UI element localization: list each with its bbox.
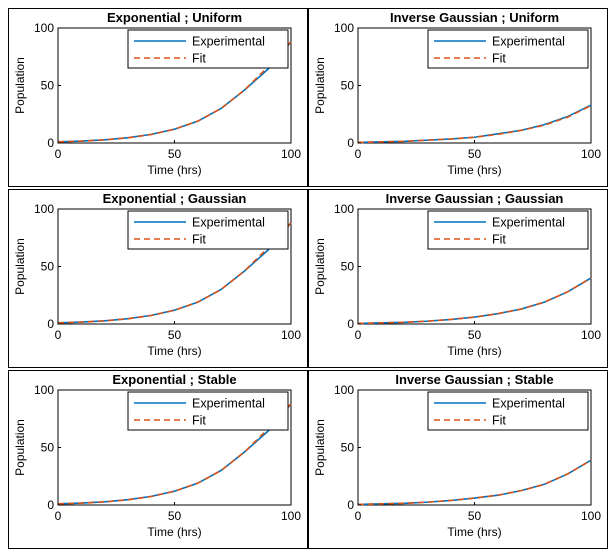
legend: Experimental Fit <box>427 210 589 250</box>
y-tick-label: 100 <box>334 202 354 216</box>
y-tick-label: 0 <box>347 136 354 150</box>
y-tick-label: 100 <box>34 383 54 397</box>
x-axis-label: Time (hrs) <box>147 163 201 177</box>
legend-label-experimental: Experimental <box>492 216 565 230</box>
y-tick-label: 0 <box>47 498 54 512</box>
series-line-experimental <box>357 277 592 325</box>
y-tick-label: 0 <box>347 317 354 331</box>
series-line-experimental <box>57 222 292 324</box>
y-axis-label: Population <box>13 238 27 295</box>
legend: Experimental Fit <box>127 210 289 250</box>
legend-label-fit: Fit <box>492 414 506 428</box>
y-tick-label: 50 <box>41 79 55 93</box>
series-line-fit <box>357 104 592 144</box>
x-axis-label: Time (hrs) <box>447 525 501 539</box>
chart-panel-4: Inverse Gaussian ; Gaussian 0 50 100 0 50 100 T… <box>308 189 608 368</box>
x-tick-label: 100 <box>581 328 601 342</box>
x-tick-label: 100 <box>281 328 301 342</box>
legend-label-fit: Fit <box>192 52 206 66</box>
legend-label-fit: Fit <box>492 52 506 66</box>
legend-box <box>127 29 289 69</box>
chart-title: Inverse Gaussian ; Gaussian <box>386 191 564 206</box>
x-axis-label: Time (hrs) <box>447 344 501 358</box>
x-axis-label: Time (hrs) <box>147 525 201 539</box>
chart-title: Exponential ; Uniform <box>107 10 242 25</box>
x-tick-label: 50 <box>168 147 182 161</box>
x-axis-label: Time (hrs) <box>147 344 201 358</box>
chart-title: Inverse Gaussian ; Stable <box>395 372 553 387</box>
x-tick-label: 50 <box>468 509 482 523</box>
legend-label-experimental: Experimental <box>192 35 265 49</box>
y-axis-label: Population <box>313 238 327 295</box>
legend: Experimental Fit <box>127 29 289 69</box>
x-tick-label: 100 <box>581 509 601 523</box>
x-tick-label: 50 <box>468 147 482 161</box>
y-axis-label: Population <box>13 57 27 114</box>
x-tick-label: 0 <box>55 509 62 523</box>
series-line-experimental <box>357 459 592 506</box>
chart-panel-3: Exponential ; Gaussian 0 50 100 0 50 100 Time (… <box>8 189 308 368</box>
y-tick-label: 100 <box>334 383 354 397</box>
chart-panel-1: Exponential ; Uniform 0 50 100 0 50 100 Time (h… <box>8 8 308 187</box>
y-tick-label: 100 <box>34 21 54 35</box>
y-tick-label: 50 <box>341 441 355 455</box>
series-line-experimental <box>57 41 292 143</box>
legend-box <box>427 29 589 69</box>
y-axis-label: Population <box>13 419 27 476</box>
legend: Experimental Fit <box>127 391 289 431</box>
legend-box <box>127 391 289 431</box>
x-tick-label: 0 <box>355 509 362 523</box>
series-line-experimental <box>357 104 592 144</box>
y-tick-label: 0 <box>347 498 354 512</box>
x-tick-label: 0 <box>55 147 62 161</box>
legend-label-experimental: Experimental <box>192 216 265 230</box>
legend-label-fit: Fit <box>192 414 206 428</box>
x-axis-label: Time (hrs) <box>447 163 501 177</box>
chart-panel-2: Inverse Gaussian ; Uniform 0 50 100 0 50 100 Ti… <box>308 8 608 187</box>
x-tick-label: 0 <box>355 147 362 161</box>
x-tick-label: 100 <box>281 147 301 161</box>
y-tick-label: 50 <box>341 79 355 93</box>
x-tick-label: 0 <box>55 328 62 342</box>
legend-label-fit: Fit <box>492 233 506 247</box>
chart-title: Inverse Gaussian ; Uniform <box>390 10 559 25</box>
legend-label-experimental: Experimental <box>192 397 265 411</box>
x-tick-label: 50 <box>468 328 482 342</box>
legend-box <box>127 210 289 250</box>
y-axis-label: Population <box>313 419 327 476</box>
y-axis-label: Population <box>313 57 327 114</box>
y-tick-label: 50 <box>41 441 55 455</box>
y-tick-label: 0 <box>47 136 54 150</box>
legend-label-experimental: Experimental <box>492 397 565 411</box>
x-tick-label: 50 <box>168 509 182 523</box>
chart-panel-6: Inverse Gaussian ; Stable 0 50 100 0 50 100 Tim… <box>308 370 608 549</box>
y-tick-label: 50 <box>41 260 55 274</box>
y-tick-label: 50 <box>341 260 355 274</box>
legend: Experimental Fit <box>427 29 589 69</box>
legend: Experimental Fit <box>427 391 589 431</box>
y-tick-label: 100 <box>34 202 54 216</box>
y-tick-label: 0 <box>47 317 54 331</box>
y-tick-label: 100 <box>334 21 354 35</box>
x-tick-label: 50 <box>168 328 182 342</box>
x-tick-label: 0 <box>355 328 362 342</box>
x-tick-label: 100 <box>581 147 601 161</box>
x-tick-label: 100 <box>281 509 301 523</box>
chart-title: Exponential ; Stable <box>112 372 236 387</box>
chart-title: Exponential ; Gaussian <box>103 191 247 206</box>
legend-label-experimental: Experimental <box>492 35 565 49</box>
legend-label-fit: Fit <box>192 233 206 247</box>
series-line-experimental <box>57 403 292 505</box>
legend-box <box>427 391 589 431</box>
legend-box <box>427 210 589 250</box>
chart-panel-5: Exponential ; Stable 0 50 100 0 50 100 Time (hr… <box>8 370 308 549</box>
